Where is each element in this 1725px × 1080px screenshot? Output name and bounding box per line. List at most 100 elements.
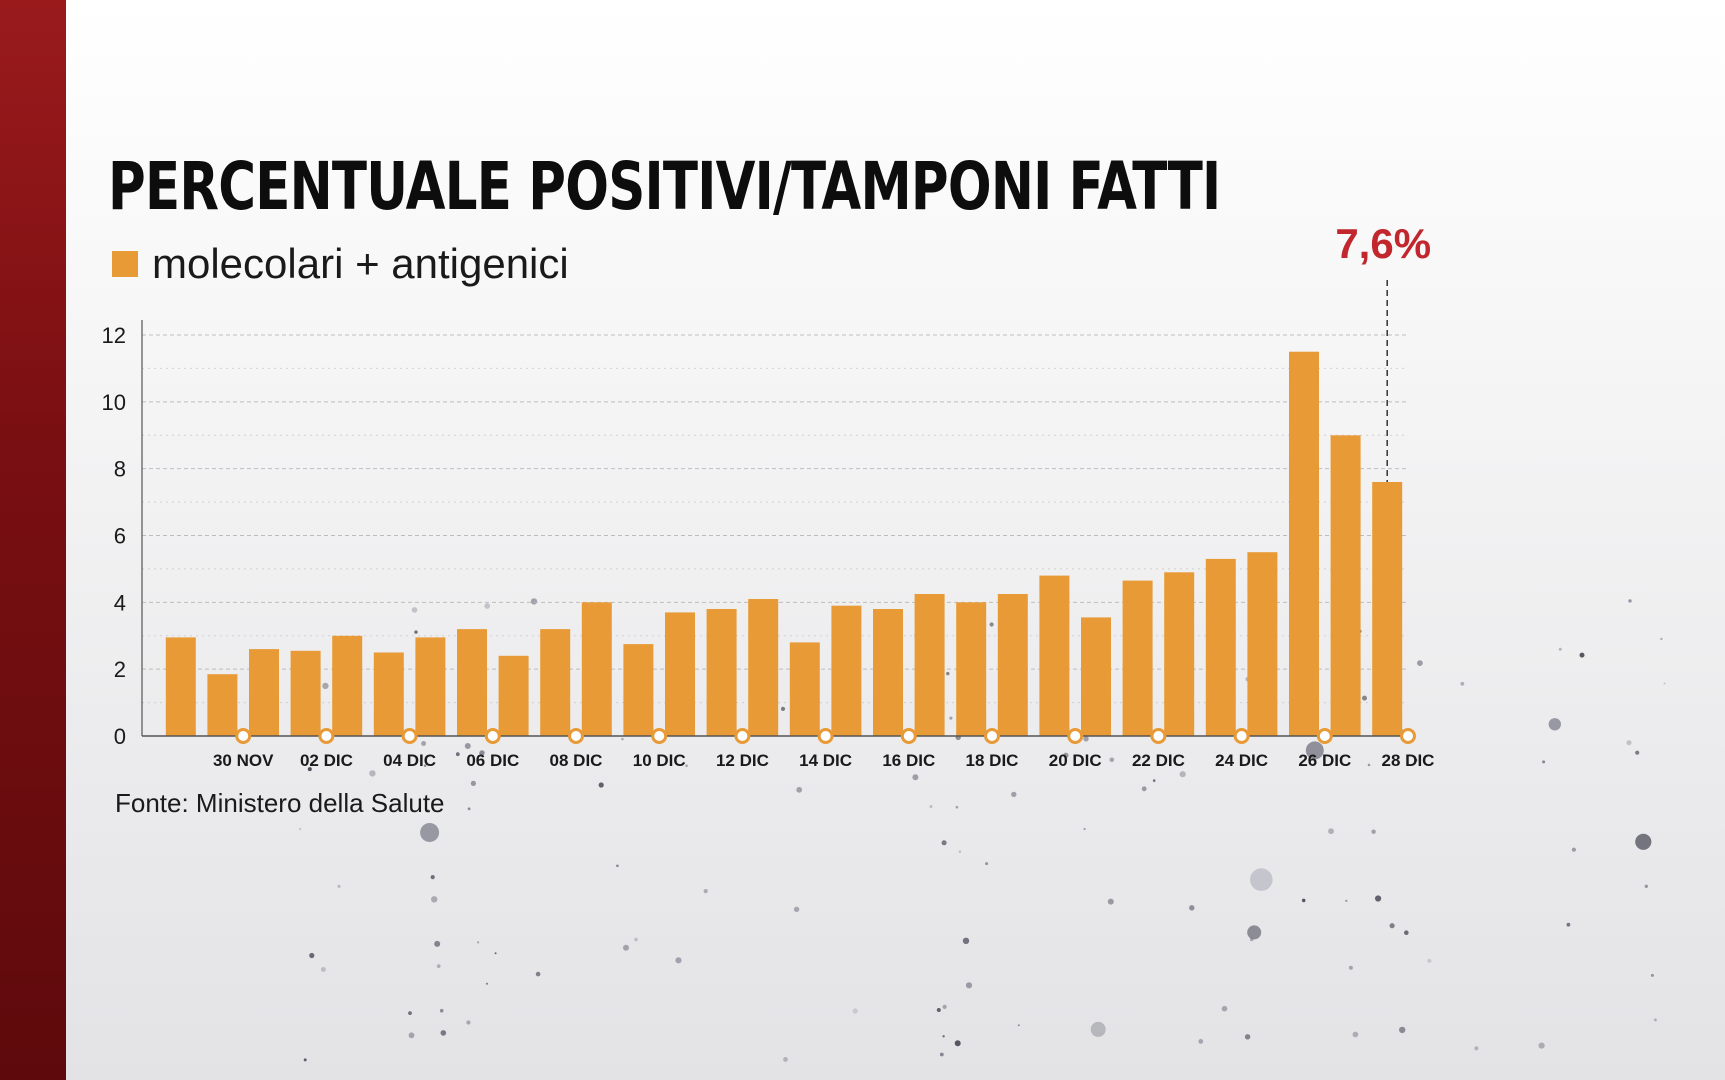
background-dot [1109, 757, 1115, 763]
background-dot [535, 971, 541, 977]
background-dot [1345, 899, 1348, 903]
background-dot [1566, 922, 1571, 927]
bar [1372, 482, 1403, 736]
background-dot [1542, 760, 1546, 764]
background-dot [703, 889, 708, 894]
bar [623, 644, 654, 736]
background-dot [1083, 736, 1089, 742]
bar [789, 642, 820, 736]
x-tick-marker [984, 728, 1000, 744]
y-tick-label: 4 [114, 590, 126, 615]
x-tick-label: 26 DIC [1298, 751, 1351, 770]
callout: 7,6% [1335, 220, 1431, 483]
bars [165, 351, 1403, 737]
background-dot [530, 598, 538, 605]
background-dot [685, 764, 688, 768]
background-dot [962, 937, 970, 944]
background-dot [1571, 847, 1576, 852]
bar [997, 594, 1028, 736]
bar [873, 609, 903, 736]
bar [1247, 552, 1278, 736]
x-tick-label: 28 DIC [1382, 751, 1435, 770]
background-dot [470, 780, 476, 787]
background-dot [1371, 829, 1376, 834]
background-dot [1305, 741, 1324, 760]
background-dot [936, 1008, 941, 1012]
x-tick-label: 06 DIC [466, 751, 519, 770]
background-dot [941, 840, 947, 846]
bar [581, 602, 612, 736]
x-tick-marker [1233, 728, 1250, 744]
background-dot [486, 982, 488, 985]
background-dot [320, 967, 326, 972]
background-dot [675, 957, 682, 964]
background-dot [408, 1032, 415, 1039]
background-dot [1417, 660, 1423, 666]
background-dot [1083, 827, 1086, 831]
bar [1081, 617, 1111, 736]
x-tick-label: 22 DIC [1132, 751, 1185, 770]
background-dot [1404, 930, 1409, 935]
background-dot [783, 1057, 788, 1062]
background-dot [434, 940, 441, 947]
background-dot [1198, 1039, 1204, 1044]
background-dot [1011, 791, 1017, 798]
x-tick-marker [401, 728, 418, 744]
background-dot [1389, 923, 1395, 929]
bar [249, 649, 279, 736]
background-dot [852, 1008, 858, 1014]
background-dot [634, 937, 638, 942]
background-dot [1474, 1046, 1479, 1051]
bar [290, 650, 321, 736]
background-dot [464, 743, 471, 749]
x-tick-marker [1150, 728, 1167, 744]
x-tick-label: 02 DIC [300, 751, 353, 770]
bar [415, 637, 446, 736]
background-dot [494, 952, 497, 955]
background-dot [1628, 599, 1632, 603]
background-dot [1348, 965, 1353, 970]
x-tick-marker [817, 728, 834, 744]
bar [665, 612, 695, 736]
background-dot [942, 1004, 947, 1010]
background-dot [1538, 1042, 1545, 1049]
background-dot [299, 828, 302, 830]
bar [1205, 558, 1236, 736]
x-tick-label: 16 DIC [882, 751, 935, 770]
background-dot [309, 952, 315, 959]
background-dot [1375, 895, 1382, 902]
background-dot [1399, 1026, 1406, 1034]
background-dot [1249, 937, 1254, 942]
background-dot [1660, 637, 1663, 641]
background-dot [411, 607, 418, 613]
background-dot [1141, 786, 1147, 792]
background-dot [1650, 973, 1654, 977]
x-tick-marker [1400, 728, 1416, 744]
source-note: Fonte: Ministero della Salute [115, 788, 445, 818]
background-dot [1548, 718, 1562, 731]
background-dot [623, 944, 629, 951]
x-axis: 30 NOV 02 DIC 04 DIC 06 DIC 08 DIC 10 DIC 12 D… [142, 728, 1435, 770]
background-dot [1247, 925, 1262, 940]
y-axis-ticks: 0 2 4 6 8 10 12 [102, 323, 126, 749]
background-dot [1221, 1005, 1228, 1012]
background-dot [1644, 884, 1649, 888]
background-dot [1654, 1018, 1657, 1022]
x-tick-label: 14 DIC [799, 751, 852, 770]
x-tick-marker [900, 728, 917, 744]
background-dot [455, 752, 460, 757]
background-dot [479, 750, 485, 756]
background-dot [1663, 682, 1666, 685]
bar [1289, 351, 1319, 736]
background-dot [440, 1030, 447, 1036]
background-dot [1626, 740, 1632, 746]
background-dot [780, 706, 786, 712]
background-dot [1635, 833, 1652, 850]
x-tick-marker [734, 728, 751, 744]
bar [1164, 572, 1195, 736]
legend-label: molecolari + antigenici [152, 240, 569, 287]
x-tick-marker [235, 728, 252, 744]
chart-title: PERCENTUALE POSITIVI/TAMPONI FATTI [108, 148, 1221, 225]
background-dot [955, 805, 959, 809]
